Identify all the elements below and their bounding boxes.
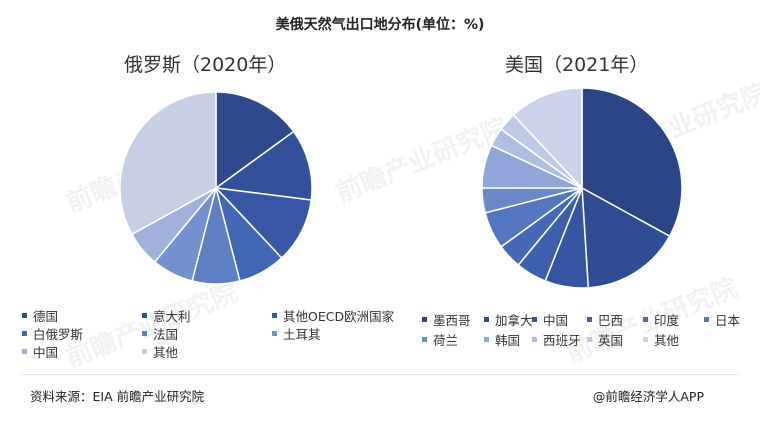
legend-item: 墨西哥 [422,310,471,329]
legend-swatch [643,337,648,342]
legend-item: 法国 [142,324,178,343]
legend-item: 日本 [704,310,740,329]
legend-item: 其他 [643,330,679,349]
legend-item: 中国 [22,342,58,361]
pie-slice-us-1 [581,186,671,289]
legend-item: 土耳其 [272,324,321,343]
legend-label: 日本 [715,313,741,328]
legend-label: 巴西 [598,313,624,328]
legend-label: 荷兰 [433,333,459,348]
legend-swatch [587,317,592,322]
legend-swatch [484,317,489,322]
legend-swatch [704,317,709,322]
legend-swatch [272,331,277,336]
legend-swatch [532,317,537,322]
legend-label: 白俄罗斯 [33,327,84,342]
legend-label: 土耳其 [283,327,321,342]
legend-item: 白俄罗斯 [22,324,83,343]
legend-swatch [643,317,648,322]
legend-swatch [422,337,427,342]
legend-swatch [142,331,147,336]
legend-label: 英国 [598,333,624,348]
pie-slice-ru-7 [119,91,217,236]
legend-label: 中国 [543,313,569,328]
legend-item: 意大利 [142,306,191,325]
legend-label: 印度 [654,313,680,328]
russia-pie-chart [119,91,313,285]
pie-slice-ru-1 [214,130,313,201]
brand-credit: @前瞻经济学人APP [592,389,704,404]
legend-item: 荷兰 [422,330,458,349]
legend-label: 墨西哥 [433,313,471,328]
legend-item: 韩国 [484,330,520,349]
legend-item: 中国 [532,310,568,329]
legend-swatch [142,313,147,318]
pie-slice-us-10 [512,87,583,190]
legend-label: 意大利 [153,309,191,324]
legend-swatch [532,337,537,342]
legend-item: 巴西 [587,310,623,329]
legend-item: 西班牙 [532,330,581,349]
legend-label: 西班牙 [543,333,581,348]
footer-divider [22,374,738,375]
source-note: 资料来源：EIA 前瞻产业研究院 [30,389,205,404]
legend-label: 德国 [33,309,59,324]
russia-pie-subtitle: 俄罗斯（2020年） [124,54,287,76]
legend-item: 德国 [22,306,58,325]
legend-item: 其他OECD欧洲国家 [272,306,394,325]
legend-label: 韩国 [495,333,521,348]
pie-slice-ru-2 [214,186,313,260]
legend-item: 印度 [643,310,679,329]
chart-title: 美俄天然气出口地分布(单位：%) [275,17,485,33]
legend-label: 其他OECD欧洲国家 [283,309,395,324]
legend-label: 法国 [153,327,179,342]
legend-swatch [22,349,27,354]
pie-slice-us-0 [581,87,683,238]
legend-swatch [22,331,27,336]
legend-item: 英国 [587,330,623,349]
pie-slice-ru-0 [215,91,295,190]
legend-item: 其他 [142,342,178,361]
legend-swatch [484,337,489,342]
legend-label: 中国 [33,345,59,360]
legend-label: 其他 [654,333,680,348]
legend-swatch [587,337,592,342]
legend-label: 加拿大 [495,313,533,328]
legend-label: 其他 [153,345,179,360]
us-pie-chart [481,87,683,289]
legend-swatch [142,349,147,354]
us-pie-subtitle: 美国（2021年） [505,54,649,76]
legend-item: 加拿大 [484,310,533,329]
legend-swatch [272,313,277,318]
legend-swatch [22,313,27,318]
legend-swatch [422,317,427,322]
